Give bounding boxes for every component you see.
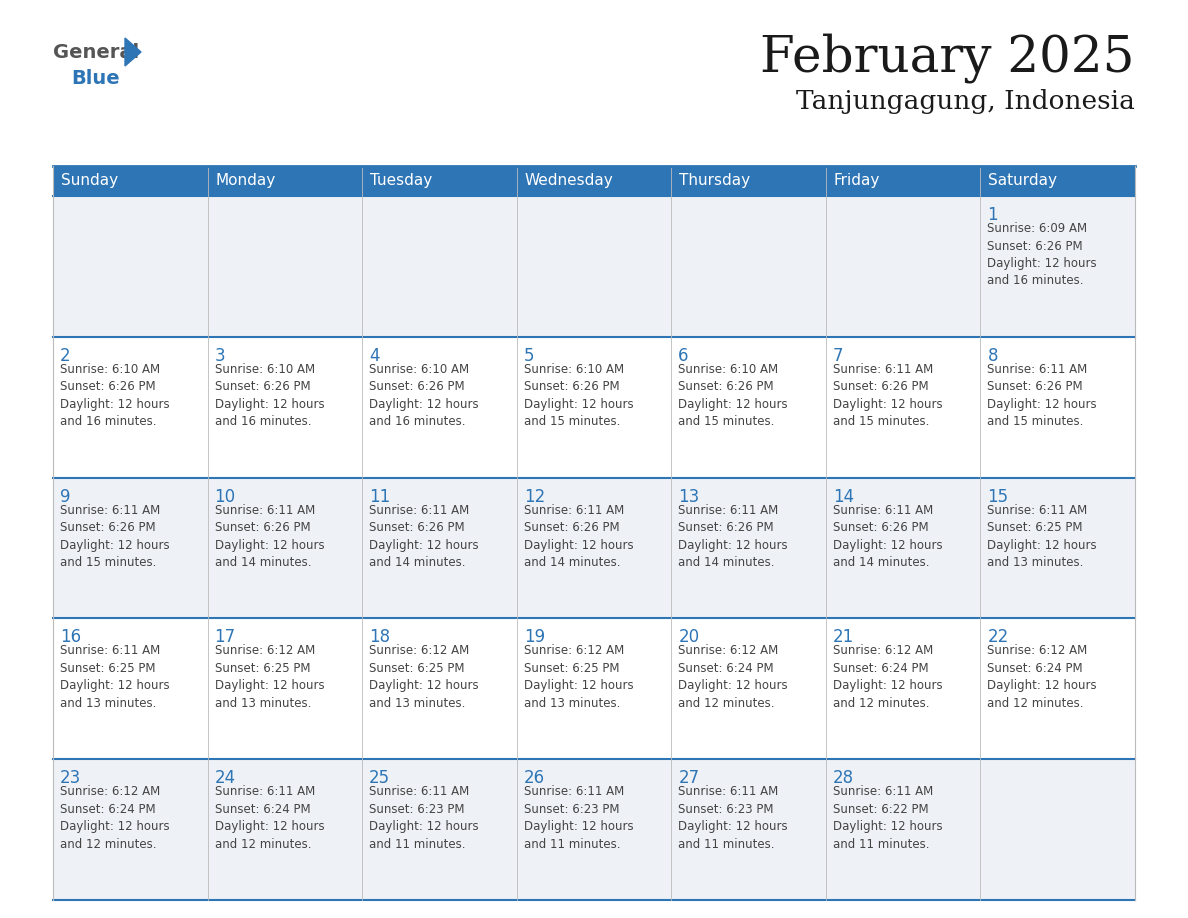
Text: Sunrise: 6:11 AM
Sunset: 6:23 PM
Daylight: 12 hours
and 11 minutes.: Sunrise: 6:11 AM Sunset: 6:23 PM Dayligh… bbox=[369, 785, 479, 851]
Text: 22: 22 bbox=[987, 629, 1009, 646]
Text: Sunrise: 6:11 AM
Sunset: 6:26 PM
Daylight: 12 hours
and 14 minutes.: Sunrise: 6:11 AM Sunset: 6:26 PM Dayligh… bbox=[833, 504, 942, 569]
Text: Saturday: Saturday bbox=[988, 174, 1057, 188]
Text: 14: 14 bbox=[833, 487, 854, 506]
Text: Sunrise: 6:11 AM
Sunset: 6:26 PM
Daylight: 12 hours
and 14 minutes.: Sunrise: 6:11 AM Sunset: 6:26 PM Dayligh… bbox=[369, 504, 479, 569]
Text: 4: 4 bbox=[369, 347, 380, 364]
Text: 9: 9 bbox=[61, 487, 70, 506]
Text: Sunrise: 6:10 AM
Sunset: 6:26 PM
Daylight: 12 hours
and 15 minutes.: Sunrise: 6:10 AM Sunset: 6:26 PM Dayligh… bbox=[524, 363, 633, 429]
Text: Sunrise: 6:12 AM
Sunset: 6:24 PM
Daylight: 12 hours
and 12 minutes.: Sunrise: 6:12 AM Sunset: 6:24 PM Dayligh… bbox=[987, 644, 1097, 710]
Text: Sunrise: 6:10 AM
Sunset: 6:26 PM
Daylight: 12 hours
and 15 minutes.: Sunrise: 6:10 AM Sunset: 6:26 PM Dayligh… bbox=[678, 363, 788, 429]
Text: 27: 27 bbox=[678, 769, 700, 788]
Text: 8: 8 bbox=[987, 347, 998, 364]
Bar bbox=[208, 166, 362, 196]
Text: Sunrise: 6:11 AM
Sunset: 6:26 PM
Daylight: 12 hours
and 15 minutes.: Sunrise: 6:11 AM Sunset: 6:26 PM Dayligh… bbox=[833, 363, 942, 429]
Text: Sunrise: 6:10 AM
Sunset: 6:26 PM
Daylight: 12 hours
and 16 minutes.: Sunrise: 6:10 AM Sunset: 6:26 PM Dayligh… bbox=[369, 363, 479, 429]
Bar bbox=[53, 759, 1135, 900]
Bar bbox=[517, 166, 671, 196]
Text: Tanjungagung, Indonesia: Tanjungagung, Indonesia bbox=[796, 89, 1135, 115]
Text: Sunrise: 6:09 AM
Sunset: 6:26 PM
Daylight: 12 hours
and 16 minutes.: Sunrise: 6:09 AM Sunset: 6:26 PM Dayligh… bbox=[987, 222, 1097, 287]
Text: Sunrise: 6:11 AM
Sunset: 6:25 PM
Daylight: 12 hours
and 13 minutes.: Sunrise: 6:11 AM Sunset: 6:25 PM Dayligh… bbox=[987, 504, 1097, 569]
Text: Wednesday: Wednesday bbox=[525, 174, 613, 188]
Text: Sunrise: 6:12 AM
Sunset: 6:24 PM
Daylight: 12 hours
and 12 minutes.: Sunrise: 6:12 AM Sunset: 6:24 PM Dayligh… bbox=[833, 644, 942, 710]
Text: Sunrise: 6:11 AM
Sunset: 6:23 PM
Daylight: 12 hours
and 11 minutes.: Sunrise: 6:11 AM Sunset: 6:23 PM Dayligh… bbox=[678, 785, 788, 851]
Text: Sunrise: 6:11 AM
Sunset: 6:24 PM
Daylight: 12 hours
and 12 minutes.: Sunrise: 6:11 AM Sunset: 6:24 PM Dayligh… bbox=[215, 785, 324, 851]
Text: 21: 21 bbox=[833, 629, 854, 646]
Text: Sunrise: 6:12 AM
Sunset: 6:25 PM
Daylight: 12 hours
and 13 minutes.: Sunrise: 6:12 AM Sunset: 6:25 PM Dayligh… bbox=[369, 644, 479, 710]
Text: 11: 11 bbox=[369, 487, 391, 506]
Bar bbox=[980, 166, 1135, 196]
Text: Friday: Friday bbox=[834, 174, 880, 188]
Text: Sunrise: 6:12 AM
Sunset: 6:24 PM
Daylight: 12 hours
and 12 minutes.: Sunrise: 6:12 AM Sunset: 6:24 PM Dayligh… bbox=[678, 644, 788, 710]
Text: Sunrise: 6:11 AM
Sunset: 6:26 PM
Daylight: 12 hours
and 14 minutes.: Sunrise: 6:11 AM Sunset: 6:26 PM Dayligh… bbox=[524, 504, 633, 569]
Text: 13: 13 bbox=[678, 487, 700, 506]
Bar bbox=[53, 477, 1135, 619]
Text: Sunrise: 6:11 AM
Sunset: 6:26 PM
Daylight: 12 hours
and 15 minutes.: Sunrise: 6:11 AM Sunset: 6:26 PM Dayligh… bbox=[987, 363, 1097, 429]
Text: 5: 5 bbox=[524, 347, 535, 364]
Text: General: General bbox=[53, 42, 139, 62]
Bar bbox=[53, 166, 208, 196]
Text: 1: 1 bbox=[987, 206, 998, 224]
Text: 2: 2 bbox=[61, 347, 70, 364]
Text: Sunrise: 6:10 AM
Sunset: 6:26 PM
Daylight: 12 hours
and 16 minutes.: Sunrise: 6:10 AM Sunset: 6:26 PM Dayligh… bbox=[61, 363, 170, 429]
Text: 3: 3 bbox=[215, 347, 226, 364]
Text: 19: 19 bbox=[524, 629, 545, 646]
Bar bbox=[53, 337, 1135, 477]
Bar bbox=[362, 166, 517, 196]
Text: Sunrise: 6:11 AM
Sunset: 6:26 PM
Daylight: 12 hours
and 15 minutes.: Sunrise: 6:11 AM Sunset: 6:26 PM Dayligh… bbox=[61, 504, 170, 569]
Text: 7: 7 bbox=[833, 347, 843, 364]
Text: Blue: Blue bbox=[71, 69, 120, 87]
Text: Sunrise: 6:11 AM
Sunset: 6:26 PM
Daylight: 12 hours
and 14 minutes.: Sunrise: 6:11 AM Sunset: 6:26 PM Dayligh… bbox=[215, 504, 324, 569]
Text: Thursday: Thursday bbox=[680, 174, 751, 188]
Text: 18: 18 bbox=[369, 629, 391, 646]
Text: Sunrise: 6:11 AM
Sunset: 6:22 PM
Daylight: 12 hours
and 11 minutes.: Sunrise: 6:11 AM Sunset: 6:22 PM Dayligh… bbox=[833, 785, 942, 851]
Text: Tuesday: Tuesday bbox=[371, 174, 432, 188]
Text: 24: 24 bbox=[215, 769, 235, 788]
Bar bbox=[53, 196, 1135, 337]
Polygon shape bbox=[125, 38, 141, 66]
Text: Monday: Monday bbox=[215, 174, 276, 188]
Text: 26: 26 bbox=[524, 769, 545, 788]
Text: 25: 25 bbox=[369, 769, 391, 788]
Text: 15: 15 bbox=[987, 487, 1009, 506]
Text: Sunrise: 6:11 AM
Sunset: 6:25 PM
Daylight: 12 hours
and 13 minutes.: Sunrise: 6:11 AM Sunset: 6:25 PM Dayligh… bbox=[61, 644, 170, 710]
Text: 10: 10 bbox=[215, 487, 235, 506]
Text: Sunrise: 6:12 AM
Sunset: 6:25 PM
Daylight: 12 hours
and 13 minutes.: Sunrise: 6:12 AM Sunset: 6:25 PM Dayligh… bbox=[524, 644, 633, 710]
Text: Sunrise: 6:12 AM
Sunset: 6:24 PM
Daylight: 12 hours
and 12 minutes.: Sunrise: 6:12 AM Sunset: 6:24 PM Dayligh… bbox=[61, 785, 170, 851]
Bar bbox=[826, 166, 980, 196]
Bar bbox=[53, 619, 1135, 759]
Text: 12: 12 bbox=[524, 487, 545, 506]
Bar bbox=[671, 166, 826, 196]
Text: February 2025: February 2025 bbox=[760, 33, 1135, 83]
Text: 16: 16 bbox=[61, 629, 81, 646]
Text: Sunday: Sunday bbox=[61, 174, 118, 188]
Text: Sunrise: 6:11 AM
Sunset: 6:26 PM
Daylight: 12 hours
and 14 minutes.: Sunrise: 6:11 AM Sunset: 6:26 PM Dayligh… bbox=[678, 504, 788, 569]
Text: 20: 20 bbox=[678, 629, 700, 646]
Text: Sunrise: 6:12 AM
Sunset: 6:25 PM
Daylight: 12 hours
and 13 minutes.: Sunrise: 6:12 AM Sunset: 6:25 PM Dayligh… bbox=[215, 644, 324, 710]
Text: 28: 28 bbox=[833, 769, 854, 788]
Text: 6: 6 bbox=[678, 347, 689, 364]
Text: Sunrise: 6:11 AM
Sunset: 6:23 PM
Daylight: 12 hours
and 11 minutes.: Sunrise: 6:11 AM Sunset: 6:23 PM Dayligh… bbox=[524, 785, 633, 851]
Text: 23: 23 bbox=[61, 769, 81, 788]
Text: 17: 17 bbox=[215, 629, 235, 646]
Text: Sunrise: 6:10 AM
Sunset: 6:26 PM
Daylight: 12 hours
and 16 minutes.: Sunrise: 6:10 AM Sunset: 6:26 PM Dayligh… bbox=[215, 363, 324, 429]
